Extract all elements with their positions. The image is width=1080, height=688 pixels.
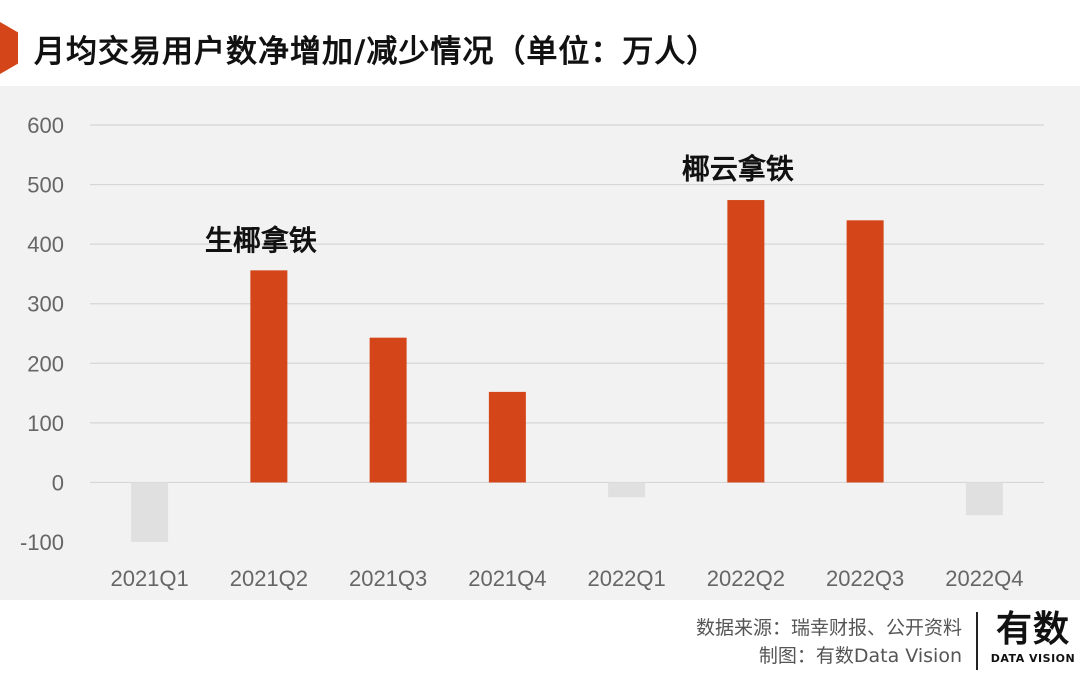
bar-2021q1 (131, 482, 169, 542)
x-tick-label: 2021Q4 (468, 566, 546, 591)
bar-chart: -100 0 100 200 300 400 500 600 2021Q1 2021Q2 2021Q… (20, 113, 1044, 591)
y-tick-label: 200 (27, 351, 64, 376)
bar-2021q3 (369, 337, 407, 483)
y-tick-label: 100 (27, 411, 64, 436)
x-tick-label: 2022Q4 (945, 566, 1023, 591)
y-tick-label: 0 (52, 470, 64, 495)
bar-2021q4 (488, 391, 526, 483)
logo-main-text: 有数 (995, 609, 1070, 650)
bar-2022q1 (608, 482, 646, 498)
x-tick-label: 2021Q1 (110, 566, 188, 591)
bar-2021q2 (250, 270, 288, 483)
chart-panel: -100 0 100 200 300 400 500 600 2021Q1 2021Q2 2021Q… (0, 86, 1080, 600)
credit-text: 制图：有数Data Vision (758, 645, 962, 667)
x-tick-label: 2021Q3 (349, 566, 427, 591)
y-tick-label: 300 (27, 292, 64, 317)
footer-source: 数据来源：瑞幸财报、公开资料 制图：有数Data Vision (696, 614, 962, 670)
annotation-label: 椰云拿铁 (682, 153, 794, 186)
title-accent-bar (0, 22, 18, 74)
y-tick-label: 400 (27, 232, 64, 257)
y-tick-label: -100 (20, 530, 64, 555)
x-tick-label: 2022Q3 (826, 566, 904, 591)
y-tick-label: 600 (27, 113, 64, 138)
title-bar: 月均交易用户数净增加/减少情况（单位：万人） (0, 18, 1080, 78)
x-tick-label: 2022Q1 (587, 566, 665, 591)
source-text: 数据来源：瑞幸财报、公开资料 (695, 617, 962, 639)
logo-sub-text: DATA VISION (990, 652, 1076, 665)
bar-2022q3 (846, 220, 884, 483)
x-tick-label: 2021Q2 (230, 566, 308, 591)
brand-logo: 有数 DATA VISION (986, 608, 1080, 672)
chart-title: 月均交易用户数净增加/减少情况（单位：万人） (34, 34, 719, 70)
bar-2022q4 (965, 482, 1003, 516)
x-tick-label: 2022Q2 (707, 566, 785, 591)
y-tick-label: 500 (27, 173, 64, 198)
bar-2022q2 (727, 200, 765, 483)
annotation-label: 生椰拿铁 (205, 224, 317, 257)
footer-divider (976, 612, 978, 670)
